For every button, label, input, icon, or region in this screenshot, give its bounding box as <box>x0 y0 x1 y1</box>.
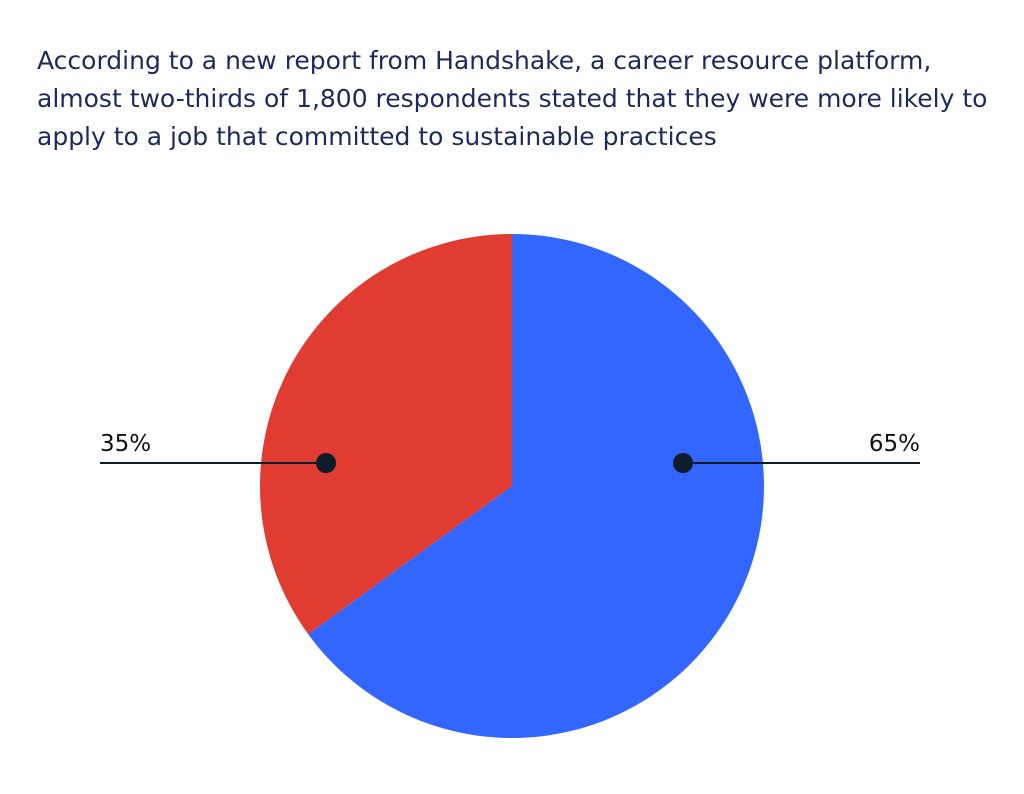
pie-slice <box>308 234 764 738</box>
value-label: 65% <box>869 431 920 457</box>
leader-dot <box>316 453 336 473</box>
leader-dot <box>673 453 693 473</box>
pie-slice <box>259 234 512 635</box>
chart-title: According to a new report from Handshake… <box>37 46 988 151</box>
value-label: 35% <box>100 431 151 457</box>
